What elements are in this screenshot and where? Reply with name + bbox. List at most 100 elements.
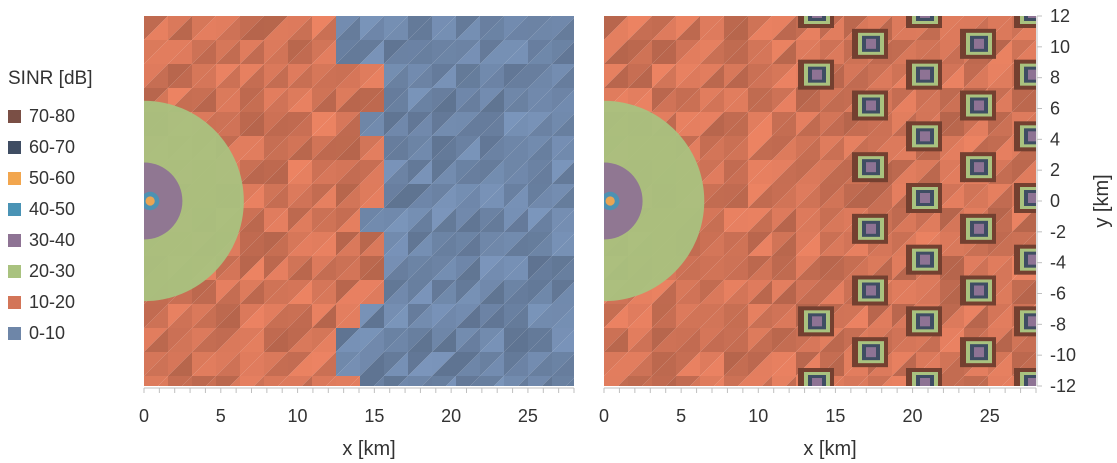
heatmap-cell bbox=[796, 136, 820, 160]
heatmap-cell bbox=[528, 256, 552, 280]
sinr-region-50-60 bbox=[605, 196, 615, 206]
x-tick-label: 10 bbox=[288, 406, 308, 426]
hotspot-center bbox=[920, 69, 930, 80]
y-tick-label: 10 bbox=[1050, 37, 1070, 57]
heatmap-cell bbox=[978, 376, 988, 386]
heatmap-cell bbox=[216, 88, 240, 112]
hotspot-center bbox=[866, 162, 876, 173]
heatmap-cell bbox=[528, 184, 552, 208]
heatmap-cell bbox=[652, 64, 676, 88]
hotspot-center bbox=[1028, 378, 1036, 386]
small-cell-hotspot bbox=[906, 244, 942, 275]
heatmap-cell bbox=[796, 232, 820, 256]
heatmap-cell bbox=[456, 376, 480, 386]
hotspot-center bbox=[920, 131, 930, 142]
heatmap-cell bbox=[518, 376, 528, 386]
heatmap-cell bbox=[480, 328, 504, 352]
heatmap-cell bbox=[820, 256, 844, 280]
heatmap-cell bbox=[964, 256, 988, 280]
heatmap-cell bbox=[940, 184, 964, 208]
heatmap-cell bbox=[892, 208, 916, 232]
heatmap-cell bbox=[724, 40, 748, 64]
hotspot-center bbox=[920, 378, 930, 386]
heatmap-cell bbox=[408, 304, 432, 328]
heatmap-cell bbox=[192, 352, 216, 376]
heatmap-cell bbox=[144, 328, 168, 352]
y-tick-label: 2 bbox=[1050, 160, 1060, 180]
legend-label: 0-10 bbox=[29, 323, 66, 343]
heatmap-cell bbox=[528, 88, 552, 112]
sinr-region-20-30 bbox=[604, 100, 705, 302]
heatmap-cell bbox=[192, 328, 216, 352]
heatmap-cell bbox=[724, 88, 748, 112]
heatmap-cell bbox=[312, 328, 336, 352]
heatmap-cell bbox=[552, 352, 574, 376]
heatmap-cell bbox=[360, 352, 384, 376]
heatmap-cell bbox=[988, 232, 1012, 256]
heatmap-cell bbox=[892, 160, 916, 184]
hotspot-center bbox=[866, 38, 876, 49]
heatmap-cell bbox=[628, 328, 652, 352]
heatmap-cell bbox=[628, 40, 652, 64]
heatmap-cell bbox=[360, 64, 384, 88]
heatmap-cell bbox=[552, 354, 574, 376]
heatmap-cell bbox=[552, 210, 574, 232]
heatmap-cell bbox=[480, 136, 504, 160]
heatmap-cell bbox=[216, 352, 240, 376]
heatmap-cell bbox=[192, 88, 216, 112]
heatmap-cell bbox=[700, 136, 724, 160]
small-cell-hotspot bbox=[960, 28, 996, 59]
heatmap-cell bbox=[192, 304, 216, 328]
heatmap-cell bbox=[254, 376, 264, 386]
small-cell-hotspot bbox=[906, 16, 942, 28]
axes: 0 5 10 15 20 25x [km]0 5 10 15 20 25x [km]12108642… bbox=[139, 6, 1113, 460]
heatmap-cell bbox=[988, 112, 1012, 136]
heatmap-cell bbox=[480, 112, 504, 136]
heatmap-cell bbox=[916, 208, 940, 232]
heatmap-cell bbox=[456, 280, 480, 304]
heatmap-cell bbox=[398, 376, 408, 386]
heatmap-cell bbox=[552, 208, 574, 232]
heatmap-cell bbox=[552, 186, 574, 208]
heatmap-cell bbox=[772, 328, 796, 352]
small-cell-hotspot bbox=[1014, 183, 1036, 213]
heatmap-cell bbox=[288, 88, 312, 112]
heatmap-cell bbox=[796, 160, 820, 184]
heatmap-cell bbox=[724, 184, 748, 208]
small-cell-hotspot bbox=[798, 59, 834, 90]
heatmap-cell bbox=[964, 64, 988, 88]
heatmap-cell bbox=[288, 208, 312, 232]
heatmap-cell bbox=[748, 232, 772, 256]
heatmap-cell bbox=[652, 304, 676, 328]
heatmap-cell bbox=[336, 352, 360, 376]
heatmap-cell bbox=[264, 112, 288, 136]
heatmap-cell bbox=[820, 232, 844, 256]
heatmap-cell bbox=[480, 88, 504, 112]
heatmap-cell bbox=[264, 40, 288, 64]
heatmap-cell bbox=[528, 64, 552, 88]
heatmap-cell bbox=[240, 352, 264, 376]
heatmap-cell bbox=[1012, 40, 1036, 64]
heatmap-cell bbox=[676, 256, 700, 280]
heatmap-cell bbox=[628, 16, 652, 40]
heatmap-cell bbox=[858, 376, 868, 386]
heatmap-cell bbox=[1012, 208, 1036, 232]
heatmap-cell bbox=[772, 112, 796, 136]
heatmap-cell bbox=[288, 136, 312, 160]
heatmap-cell bbox=[820, 88, 844, 112]
heatmap-cell bbox=[480, 304, 504, 328]
hotspot-center bbox=[1028, 193, 1036, 203]
left-heatmap-panel bbox=[144, 16, 574, 386]
heatmap-cell bbox=[336, 112, 360, 136]
small-cell-hotspot bbox=[906, 183, 942, 213]
heatmap-cell bbox=[168, 16, 192, 40]
y-tick-label: -12 bbox=[1050, 376, 1076, 396]
heatmap-cell bbox=[360, 280, 384, 304]
heatmap-cell bbox=[360, 112, 384, 136]
heatmap-cell bbox=[408, 40, 432, 64]
heatmap-cell bbox=[528, 160, 552, 184]
heatmap-cell bbox=[384, 184, 408, 208]
heatmap-cell bbox=[456, 112, 480, 136]
heatmap-cell bbox=[360, 376, 384, 386]
heatmap-cell bbox=[748, 352, 772, 376]
